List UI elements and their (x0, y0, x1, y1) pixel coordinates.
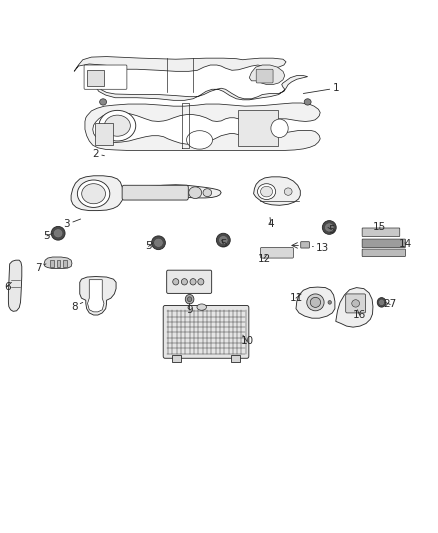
Ellipse shape (99, 110, 136, 141)
Ellipse shape (377, 297, 386, 307)
Ellipse shape (190, 279, 196, 285)
Polygon shape (8, 260, 22, 311)
Text: 2: 2 (92, 149, 104, 159)
Ellipse shape (197, 304, 206, 310)
Text: 9: 9 (186, 303, 193, 315)
Bar (57, 260, 60, 267)
Bar (231, 355, 240, 362)
FancyBboxPatch shape (122, 185, 188, 200)
Text: 27: 27 (384, 300, 397, 310)
Ellipse shape (78, 180, 110, 207)
Text: 8: 8 (71, 302, 83, 312)
Text: 4: 4 (268, 217, 274, 229)
Ellipse shape (261, 187, 272, 197)
Polygon shape (296, 287, 335, 318)
Polygon shape (74, 56, 307, 100)
Ellipse shape (322, 221, 336, 235)
Ellipse shape (187, 297, 192, 302)
Text: 7: 7 (35, 263, 46, 272)
FancyBboxPatch shape (84, 65, 127, 90)
Text: 13: 13 (312, 243, 329, 253)
FancyBboxPatch shape (163, 305, 249, 358)
Ellipse shape (185, 294, 194, 304)
FancyBboxPatch shape (346, 294, 366, 313)
Ellipse shape (379, 300, 384, 305)
Ellipse shape (152, 236, 166, 249)
Text: 11: 11 (290, 293, 303, 303)
Ellipse shape (173, 279, 179, 285)
FancyBboxPatch shape (362, 228, 400, 237)
Text: 5: 5 (220, 239, 226, 249)
Ellipse shape (258, 184, 276, 199)
Polygon shape (44, 257, 72, 269)
Ellipse shape (104, 115, 131, 136)
Polygon shape (85, 103, 320, 150)
Polygon shape (71, 176, 221, 211)
Ellipse shape (310, 297, 321, 308)
Polygon shape (249, 65, 285, 85)
Text: 15: 15 (373, 222, 386, 232)
Ellipse shape (203, 189, 212, 197)
Ellipse shape (352, 300, 360, 307)
FancyBboxPatch shape (362, 239, 406, 247)
Bar (87, 70, 104, 86)
Ellipse shape (181, 279, 187, 285)
Text: 16: 16 (353, 310, 366, 320)
Bar (64, 260, 67, 267)
Ellipse shape (325, 224, 333, 231)
Ellipse shape (304, 99, 311, 105)
Polygon shape (336, 288, 373, 327)
Ellipse shape (307, 294, 324, 311)
FancyBboxPatch shape (256, 69, 273, 83)
Ellipse shape (328, 301, 332, 304)
Ellipse shape (82, 184, 106, 204)
Text: 12: 12 (258, 254, 271, 264)
Ellipse shape (187, 131, 212, 149)
Text: 10: 10 (240, 335, 254, 346)
Ellipse shape (100, 99, 106, 105)
Text: 1: 1 (304, 83, 339, 93)
Ellipse shape (155, 239, 162, 246)
Polygon shape (254, 177, 300, 205)
Ellipse shape (271, 119, 288, 138)
Ellipse shape (198, 279, 204, 285)
Text: 5: 5 (43, 231, 53, 241)
Ellipse shape (219, 237, 227, 244)
FancyBboxPatch shape (261, 247, 293, 258)
Bar (50, 260, 54, 267)
Bar (238, 110, 278, 146)
FancyBboxPatch shape (362, 249, 406, 256)
Text: 3: 3 (64, 219, 81, 229)
Bar (95, 123, 113, 145)
Polygon shape (88, 280, 104, 312)
Ellipse shape (216, 233, 230, 247)
Ellipse shape (51, 227, 65, 240)
Ellipse shape (54, 230, 62, 237)
FancyBboxPatch shape (167, 270, 212, 293)
Ellipse shape (189, 187, 202, 198)
Text: 5: 5 (145, 241, 153, 252)
Polygon shape (80, 277, 116, 315)
Text: 5: 5 (328, 224, 335, 235)
Ellipse shape (284, 188, 292, 195)
Text: 14: 14 (399, 239, 413, 249)
Bar (172, 355, 181, 362)
FancyBboxPatch shape (301, 241, 309, 248)
Text: 6: 6 (4, 281, 11, 292)
